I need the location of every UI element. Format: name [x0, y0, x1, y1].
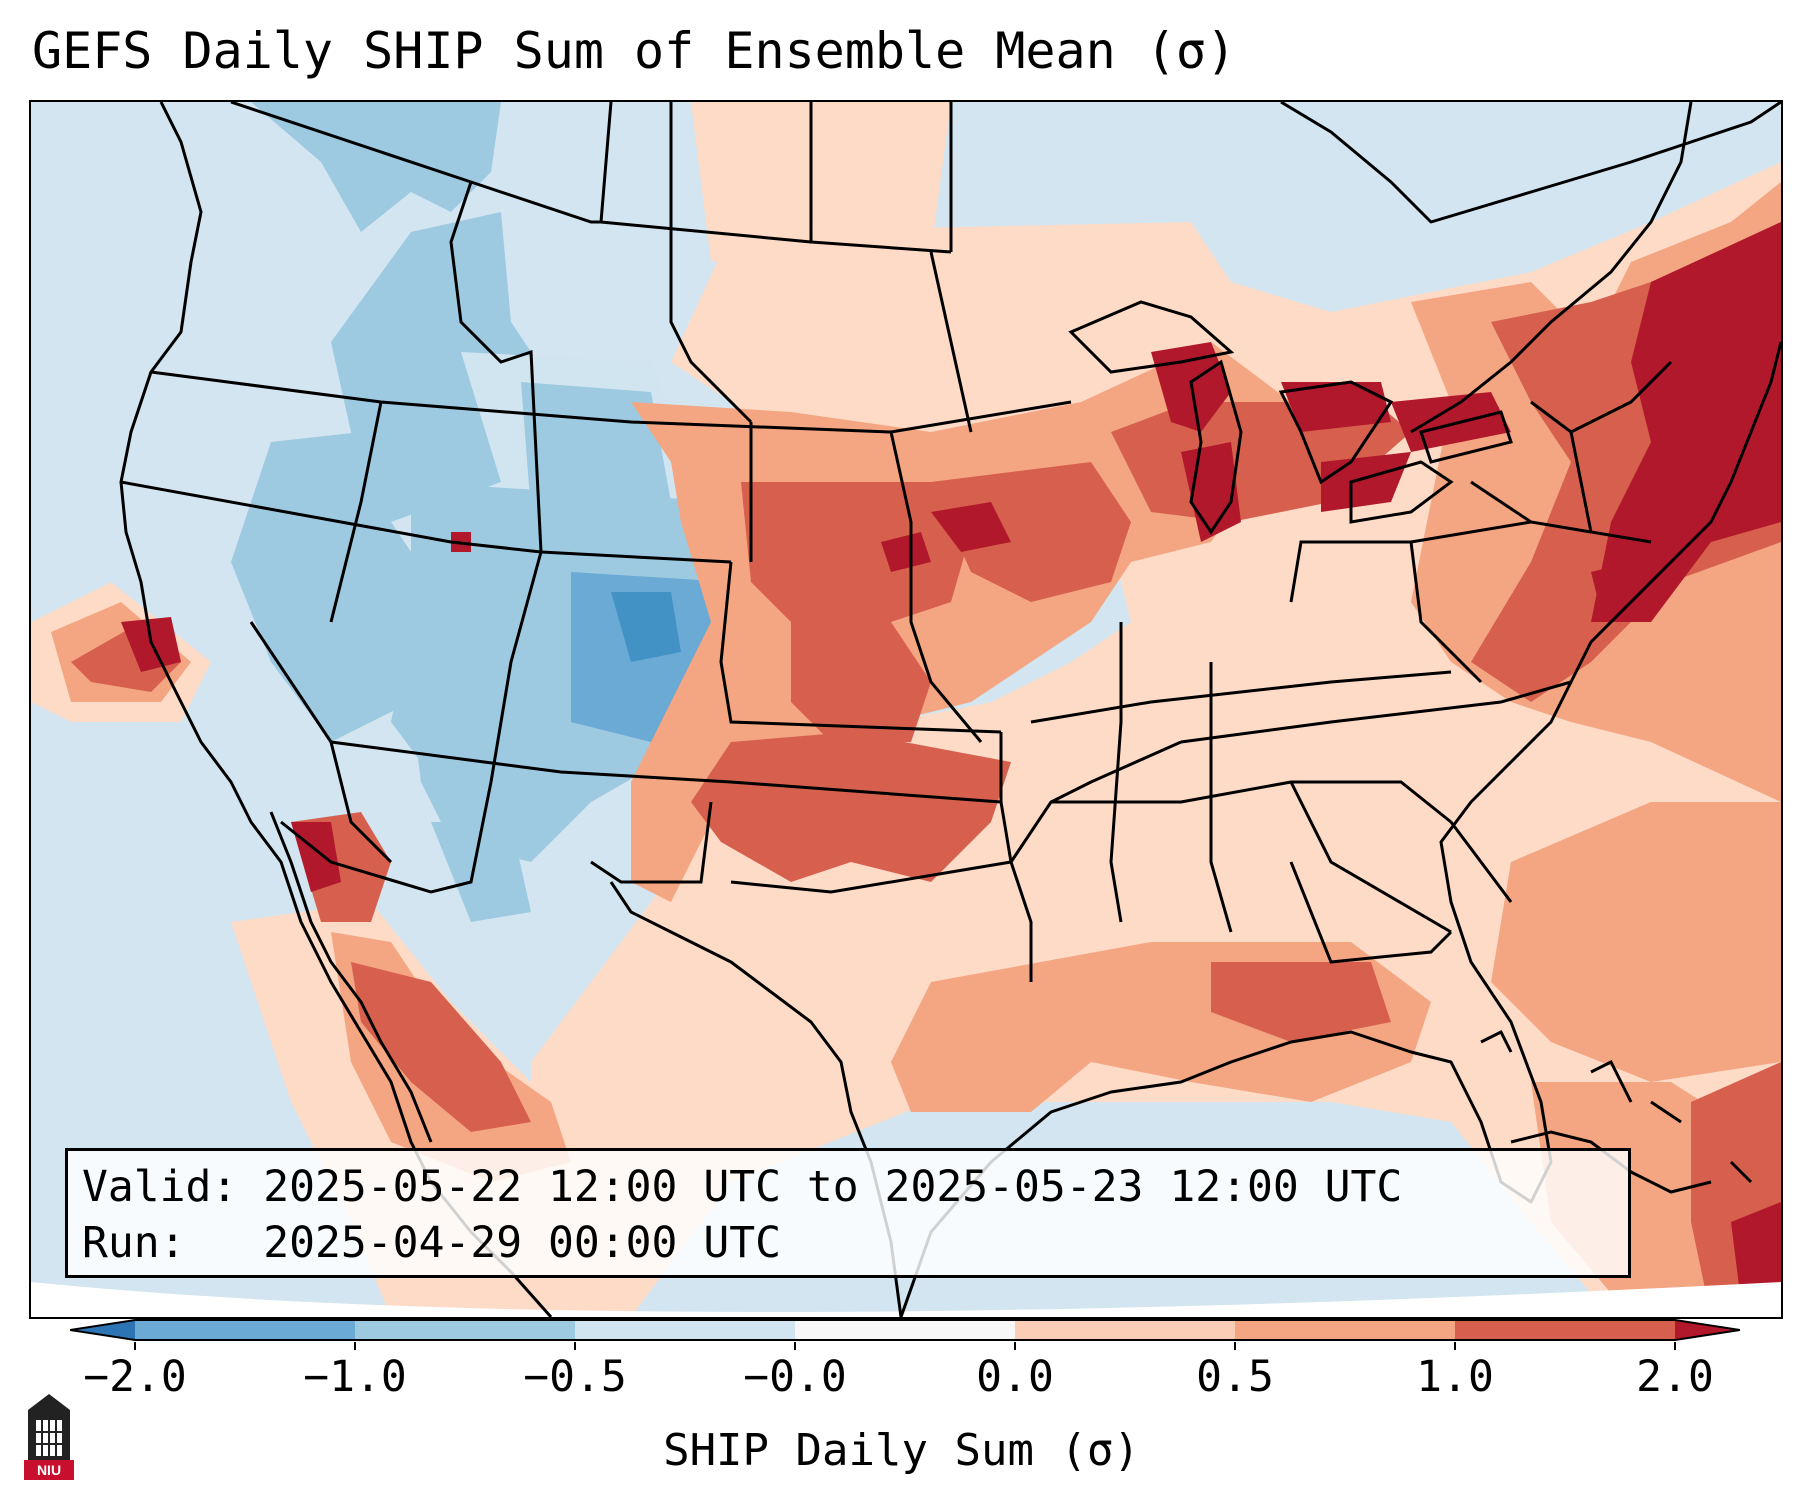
colorbar-tick-mark — [1454, 1342, 1456, 1350]
great-lakes — [1068, 300, 1513, 535]
valid-label: Valid: — [82, 1162, 238, 1212]
colorbar-segment — [575, 1320, 796, 1340]
colorbar-tick-mark — [794, 1342, 796, 1350]
colorbar-tick-mark — [1014, 1342, 1016, 1350]
valid-value: 2025-05-22 12:00 UTC to 2025-05-23 12:00… — [263, 1162, 1403, 1212]
colorbar-tick-label: −1.0 — [303, 1352, 407, 1402]
colorbar-tick-label: 2.0 — [1636, 1352, 1714, 1402]
colorbar-tick-label: −0.0 — [743, 1352, 847, 1402]
colorbar-outline — [70, 1319, 1740, 1341]
colorbar-segment — [1015, 1320, 1236, 1340]
colorbar-segment — [1455, 1320, 1676, 1340]
projection-edge — [31, 1282, 1781, 1317]
colorbar-tick-label: 0.5 — [1196, 1352, 1274, 1402]
colorbar-tick-label: 0.0 — [976, 1352, 1054, 1402]
colorbar-label: SHIP Daily Sum (σ) — [663, 1425, 1140, 1476]
anomaly-map — [31, 102, 1781, 1317]
colorbar-extend-low — [70, 1320, 135, 1340]
valid-line: Valid: 2025-05-22 12:00 UTC to 2025-05-2… — [82, 1159, 1614, 1215]
colorbar-ticks: −2.0 −1.0 −0.5 −0.0 0.0 0.5 1.0 2.0 — [0, 1342, 1803, 1406]
colorbar-segment — [795, 1320, 1016, 1340]
colorbar-tick-label: −0.5 — [523, 1352, 627, 1402]
map-title: GEFS Daily SHIP Sum of Ensemble Mean (σ) — [32, 22, 1237, 80]
colorbar-tick-mark — [574, 1342, 576, 1350]
colorbar-extend-high — [1675, 1320, 1740, 1340]
logo-text: NIU — [37, 1462, 61, 1478]
validity-info-box: Valid: 2025-05-22 12:00 UTC to 2025-05-2… — [65, 1148, 1631, 1278]
run-value: 2025-04-29 00:00 UTC — [263, 1218, 781, 1268]
niu-logo: NIU — [24, 1394, 74, 1480]
colorbar — [70, 1319, 1740, 1341]
coastlines — [119, 102, 1781, 1317]
colorbar-tick-mark — [1674, 1342, 1676, 1350]
colorbar-segment — [135, 1320, 356, 1340]
run-line: Run: 2025-04-29 00:00 UTC — [82, 1215, 1614, 1271]
colorbar-tick-mark — [1234, 1342, 1236, 1350]
colorbar-segment — [1235, 1320, 1456, 1340]
map-panel — [29, 100, 1783, 1319]
state-borders — [120, 102, 1673, 982]
colorbar-tick-label: 1.0 — [1416, 1352, 1494, 1402]
colorbar-segment — [355, 1320, 576, 1340]
run-label: Run: — [82, 1218, 186, 1268]
colorbar-tick-mark — [134, 1342, 136, 1350]
colorbar-tick-label: −2.0 — [83, 1352, 187, 1402]
colorbar-tick-mark — [354, 1342, 356, 1350]
